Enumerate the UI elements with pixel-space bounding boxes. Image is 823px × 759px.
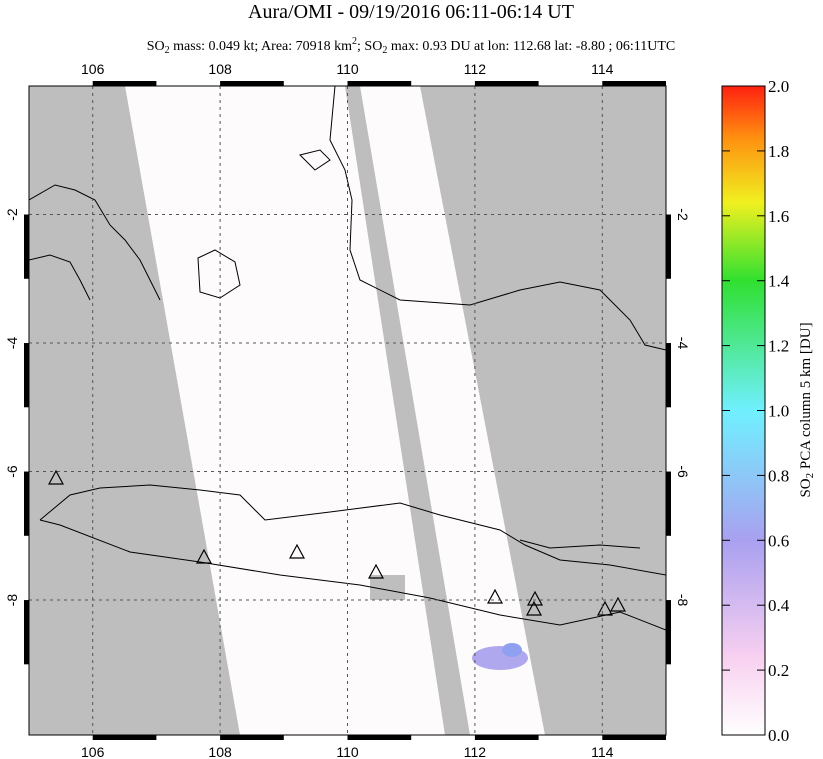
x-tick-label: 112 [464,61,487,77]
colorbar-label: SO2 PCA column 5 km [DU] [798,322,816,497]
title: Aura/OMI - 09/19/2016 06:11-06:14 UT [248,1,574,23]
x-tick-label: 108 [208,61,232,77]
frame-bar [666,214,671,279]
subscript: 2 [804,473,816,479]
swath [125,86,445,735]
frame-bar [92,735,157,740]
axes: 106 106 108 108 110 110 112 112 114 114 -2 -2 -4 -4 -6… [4,61,691,759]
frame-bar [474,81,539,86]
x-tick-label: 114 [591,744,614,759]
frame-bar [24,214,29,279]
y-tick-label: -2 [4,208,20,221]
colorbar-tick-label: 0.2 [768,661,789,680]
frame-bar [602,81,666,86]
frame-bar [666,471,671,536]
y-tick-label: -4 [675,337,691,350]
colorbar-tick-label: 1.6 [768,207,789,226]
subtitle: SO2 mass: 0.049 kt; Area: 70918 km2; SO2… [147,36,675,56]
colorbar-tick-label: 0.4 [768,596,790,615]
frame-bar [24,343,29,408]
y-tick-label: -4 [4,337,20,350]
frame-bar [92,81,157,86]
x-tick-label: 114 [591,61,614,77]
x-tick-label: 112 [464,744,487,759]
coastlines [29,86,666,631]
colorbar-ticks: 0.0 0.2 0.4 0.6 0.8 1.0 1.2 1.4 1.6 1.8 2.0 [722,77,790,745]
subscript: 2 [382,45,387,56]
x-tick-label: 110 [336,744,359,759]
text-part: ; SO [357,39,382,54]
colorbar-tick-label: 1.2 [768,337,789,356]
y-tick-label: -6 [4,465,20,478]
superscript: 2 [352,36,357,47]
so2-plume [502,643,522,657]
frame-bar [24,600,29,665]
frame-bar [220,735,284,740]
colorbar-tick-label: 1.4 [768,272,790,291]
volcanoes [47,469,627,616]
swath [360,86,545,735]
frame-bar [347,735,412,740]
text-part: SO [798,478,814,497]
text-part: mass: 0.049 kt; Area: 70918 km [170,39,352,54]
x-tick-label: 108 [208,744,232,759]
y-tick-label: -8 [675,594,691,607]
frame-bar [666,343,671,408]
x-tick-label: 106 [81,61,105,77]
frame-bar [474,735,539,740]
text-part: PCA column 5 km [DU] [798,322,814,472]
text-part: max: 0.93 DU at lon: 112.68 lat: -8.80 ;… [387,39,675,54]
frame-bar [666,600,671,665]
frame-bar [347,81,412,86]
colorbar-tick-label: 0.8 [768,466,789,485]
colorbar-tick-label: 0.6 [768,531,789,550]
frame-bar [24,471,29,536]
colorbar-tick-label: 0.0 [768,726,789,745]
frame-bar [602,735,666,740]
colorbar-tick-label: 2.0 [768,77,789,96]
colorbar-tick-label: 1.8 [768,142,789,161]
map [29,86,666,735]
subscript: 2 [165,45,170,56]
text-part: SO [147,39,165,54]
colorbar-tick-label: 1.0 [768,402,789,421]
x-tick-label: 106 [81,744,105,759]
y-tick-label: -6 [675,465,691,478]
frame-bar [220,81,284,86]
y-tick-label: -2 [675,208,691,221]
x-tick-label: 110 [336,61,359,77]
y-tick-label: -8 [4,594,20,607]
grid [29,86,666,735]
